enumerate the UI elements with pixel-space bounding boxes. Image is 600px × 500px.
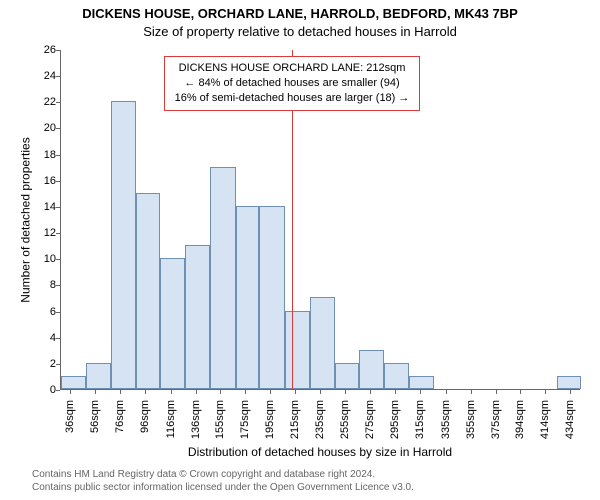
- x-tick-mark: [471, 390, 472, 394]
- y-axis-label-wrap: Number of detached properties: [18, 50, 34, 390]
- y-tick-label: 26: [38, 44, 56, 56]
- y-tick-mark: [56, 259, 60, 260]
- histogram-bar: [335, 363, 359, 389]
- histogram-bar: [210, 167, 235, 389]
- x-tick-mark: [520, 390, 521, 394]
- y-tick-label: 2: [38, 358, 56, 370]
- y-tick-label: 8: [38, 279, 56, 291]
- x-tick-label: 275sqm: [364, 400, 376, 450]
- x-tick-label: 394sqm: [514, 400, 526, 450]
- y-tick-label: 24: [38, 70, 56, 82]
- chart-plot-area: DICKENS HOUSE ORCHARD LANE: 212sqm← 84% …: [60, 50, 580, 390]
- x-tick-mark: [395, 390, 396, 394]
- histogram-bar: [160, 258, 185, 389]
- x-tick-mark: [220, 390, 221, 394]
- x-tick-mark: [345, 390, 346, 394]
- histogram-bar: [86, 363, 111, 389]
- annotation-line-3: 16% of semi-detached houses are larger (…: [175, 91, 410, 106]
- x-tick-label: 96sqm: [139, 400, 151, 450]
- x-tick-label: 434sqm: [564, 400, 576, 450]
- x-tick-mark: [370, 390, 371, 394]
- y-tick-mark: [56, 390, 60, 391]
- y-tick-mark: [56, 76, 60, 77]
- x-tick-label: 235sqm: [314, 400, 326, 450]
- x-tick-mark: [446, 390, 447, 394]
- histogram-bar: [61, 376, 86, 389]
- y-axis-label: Number of detached properties: [19, 137, 33, 302]
- histogram-bar: [384, 363, 409, 389]
- x-tick-label: 414sqm: [539, 400, 551, 450]
- histogram-bar: [136, 193, 160, 389]
- y-tick-mark: [56, 128, 60, 129]
- x-tick-mark: [420, 390, 421, 394]
- x-tick-mark: [145, 390, 146, 394]
- x-tick-label: 175sqm: [239, 400, 251, 450]
- x-tick-label: 215sqm: [289, 400, 301, 450]
- x-tick-mark: [70, 390, 71, 394]
- x-tick-mark: [270, 390, 271, 394]
- x-tick-label: 116sqm: [165, 400, 177, 450]
- x-tick-mark: [95, 390, 96, 394]
- x-tick-mark: [245, 390, 246, 394]
- x-tick-label: 375sqm: [490, 400, 502, 450]
- y-tick-label: 16: [38, 175, 56, 187]
- y-tick-mark: [56, 102, 60, 103]
- histogram-bar: [111, 101, 136, 389]
- x-tick-mark: [295, 390, 296, 394]
- y-tick-mark: [56, 338, 60, 339]
- x-tick-label: 76sqm: [114, 400, 126, 450]
- x-tick-mark: [120, 390, 121, 394]
- title-line-2: Size of property relative to detached ho…: [0, 24, 600, 39]
- footer-attribution: Contains HM Land Registry data © Crown c…: [32, 469, 414, 494]
- y-tick-label: 22: [38, 96, 56, 108]
- y-tick-label: 10: [38, 253, 56, 265]
- y-tick-mark: [56, 364, 60, 365]
- histogram-bar: [236, 206, 260, 389]
- y-tick-mark: [56, 155, 60, 156]
- x-tick-label: 315sqm: [414, 400, 426, 450]
- footer-line-2: Contains public sector information licen…: [32, 482, 414, 495]
- y-tick-label: 4: [38, 332, 56, 344]
- y-tick-mark: [56, 285, 60, 286]
- x-tick-label: 195sqm: [264, 400, 276, 450]
- x-tick-mark: [496, 390, 497, 394]
- y-tick-label: 14: [38, 201, 56, 213]
- y-tick-label: 0: [38, 384, 56, 396]
- annotation-line-2: ← 84% of detached houses are smaller (94…: [175, 76, 410, 91]
- histogram-bar: [285, 311, 310, 389]
- title-line-1: DICKENS HOUSE, ORCHARD LANE, HARROLD, BE…: [0, 6, 600, 21]
- x-tick-label: 155sqm: [214, 400, 226, 450]
- y-tick-mark: [56, 233, 60, 234]
- x-tick-label: 335sqm: [440, 400, 452, 450]
- histogram-bar: [259, 206, 284, 389]
- histogram-bar: [409, 376, 434, 389]
- y-tick-mark: [56, 312, 60, 313]
- y-tick-mark: [56, 207, 60, 208]
- y-tick-mark: [56, 50, 60, 51]
- x-tick-mark: [545, 390, 546, 394]
- x-tick-label: 36sqm: [64, 400, 76, 450]
- x-tick-mark: [570, 390, 571, 394]
- histogram-bar: [557, 376, 581, 389]
- annotation-line-1: DICKENS HOUSE ORCHARD LANE: 212sqm: [175, 61, 410, 76]
- x-tick-label: 355sqm: [465, 400, 477, 450]
- x-tick-mark: [196, 390, 197, 394]
- histogram-bar: [310, 297, 335, 389]
- y-tick-label: 12: [38, 227, 56, 239]
- x-tick-mark: [171, 390, 172, 394]
- x-tick-label: 295sqm: [389, 400, 401, 450]
- y-tick-mark: [56, 181, 60, 182]
- annotation-box: DICKENS HOUSE ORCHARD LANE: 212sqm← 84% …: [164, 56, 421, 111]
- histogram-bar: [359, 350, 384, 389]
- y-tick-label: 18: [38, 149, 56, 161]
- y-tick-label: 20: [38, 122, 56, 134]
- footer-line-1: Contains HM Land Registry data © Crown c…: [32, 469, 414, 482]
- x-tick-label: 136sqm: [190, 400, 202, 450]
- histogram-bar: [185, 245, 210, 389]
- y-tick-label: 6: [38, 306, 56, 318]
- x-tick-label: 56sqm: [89, 400, 101, 450]
- x-tick-mark: [320, 390, 321, 394]
- x-tick-label: 255sqm: [339, 400, 351, 450]
